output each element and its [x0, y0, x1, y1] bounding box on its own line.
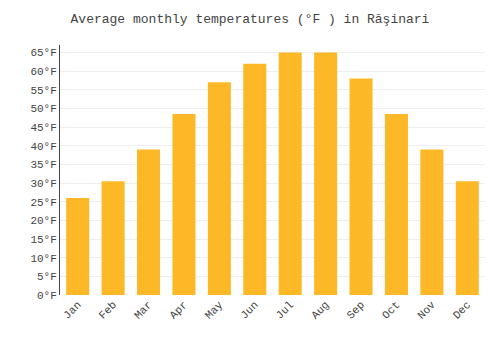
svg-text:Nov: Nov	[415, 299, 438, 322]
svg-text:Jan: Jan	[61, 299, 83, 321]
svg-text:Aug: Aug	[309, 299, 331, 321]
svg-text:45°F: 45°F	[30, 122, 56, 134]
svg-text:5°F: 5°F	[37, 271, 57, 283]
svg-text:Mar: Mar	[132, 299, 154, 321]
svg-text:Feb: Feb	[97, 299, 119, 321]
svg-text:15°F: 15°F	[30, 234, 56, 246]
svg-text:Apr: Apr	[167, 299, 189, 321]
svg-text:50°F: 50°F	[30, 103, 56, 115]
svg-text:65°F: 65°F	[30, 47, 56, 59]
svg-text:35°F: 35°F	[30, 159, 56, 171]
svg-text:55°F: 55°F	[30, 85, 56, 97]
svg-text:25°F: 25°F	[30, 197, 56, 209]
svg-text:40°F: 40°F	[30, 141, 56, 153]
svg-text:60°F: 60°F	[30, 66, 56, 78]
svg-text:Average monthly temperatures (: Average monthly temperatures (°F ) in Ră…	[71, 12, 430, 27]
svg-text:Sep: Sep	[345, 299, 367, 321]
svg-text:0°F: 0°F	[37, 290, 57, 302]
svg-text:20°F: 20°F	[30, 215, 56, 227]
svg-text:Jun: Jun	[238, 299, 260, 321]
svg-text:Dec: Dec	[451, 299, 473, 321]
svg-text:May: May	[203, 299, 226, 322]
svg-text:Jul: Jul	[274, 299, 296, 321]
svg-text:Oct: Oct	[380, 299, 402, 321]
svg-text:10°F: 10°F	[30, 253, 56, 265]
svg-text:30°F: 30°F	[30, 178, 56, 190]
